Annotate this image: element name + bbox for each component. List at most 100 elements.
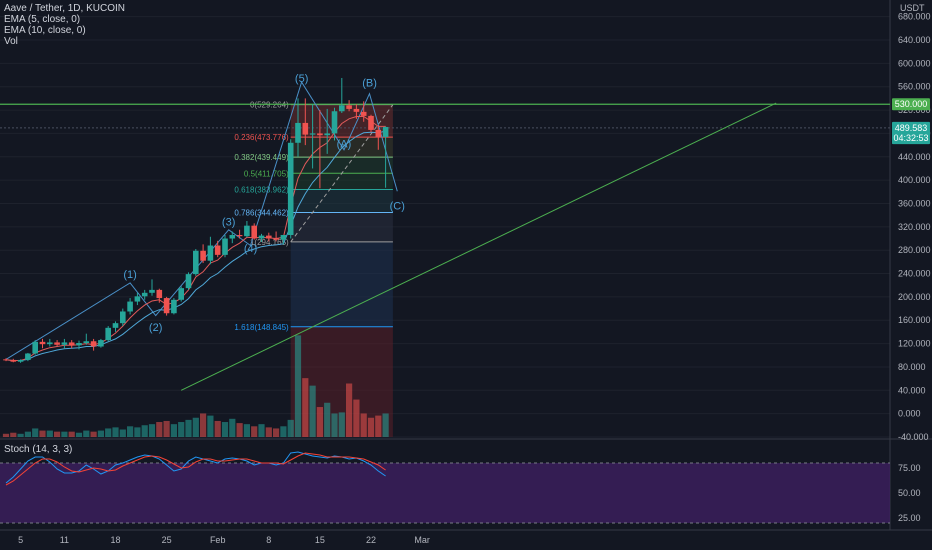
volume-bar (97, 430, 104, 437)
price-label-box (892, 132, 930, 145)
candle (25, 352, 31, 362)
price-label-box (892, 98, 930, 111)
candle (17, 359, 24, 363)
fib-zone (290, 157, 393, 174)
price-tick-label: 600.000 (898, 58, 931, 68)
candle-body (236, 235, 243, 237)
price-tick-label: 0.000 (898, 409, 921, 419)
candle (90, 338, 97, 351)
volume-bar (324, 402, 331, 437)
ema10-legend[interactable]: EMA (10, close, 0) (4, 25, 86, 36)
time-tick-label: 25 (162, 535, 172, 545)
volume-bar (68, 431, 75, 437)
candle-body (346, 105, 352, 109)
volume-legend[interactable]: Vol (4, 36, 18, 47)
candle (229, 231, 236, 244)
price-label-box (892, 121, 930, 134)
candle-body (229, 235, 236, 239)
candle-body (105, 327, 111, 341)
volume-bar (156, 422, 163, 437)
symbol-title[interactable]: Aave / Tether, 1D, KUCOIN (4, 3, 125, 14)
wave-label: (5) (295, 73, 308, 85)
candle-body (317, 133, 323, 136)
legend: Aave / Tether, 1D, KUCOIN EMA (5, close,… (4, 3, 125, 47)
candle-body (25, 353, 31, 360)
volume-bar (90, 431, 97, 437)
wave-labels: (1) (2) (3) (4) (5) (A) (B) (C) (123, 73, 405, 334)
candle-body (302, 122, 309, 135)
candle (193, 249, 199, 276)
price-tick-label: 560.000 (898, 82, 931, 92)
volume-bar (148, 424, 156, 437)
candle-body (10, 359, 17, 362)
price-label-text: 530.000 (895, 99, 928, 109)
candle (295, 98, 301, 157)
candle-body (200, 250, 206, 261)
candle-body (331, 111, 338, 134)
volume-bar (112, 427, 119, 437)
volume-bar (236, 423, 243, 437)
candle (54, 340, 60, 347)
candle-body (214, 245, 221, 255)
candles (3, 77, 389, 363)
fib-level-label: 0.236(473.776) (234, 133, 289, 142)
candle (98, 338, 104, 348)
volume-bar (39, 430, 46, 437)
volume-bar (192, 417, 199, 437)
stoch-legend[interactable]: Stoch (14, 3, 3) (4, 444, 73, 455)
candle (200, 244, 206, 264)
volume-bar (316, 407, 323, 437)
fib-level-label: 1.618(148.845) (234, 323, 289, 332)
volume-bar (251, 426, 258, 437)
candle-body (375, 129, 382, 137)
candle (127, 298, 133, 315)
ema5-legend[interactable]: EMA (5, close, 0) (4, 14, 81, 25)
candle-body (90, 341, 97, 347)
wave-label: (4) (244, 243, 257, 255)
candle (339, 77, 345, 113)
fib-trend-line (290, 104, 394, 243)
price-axis[interactable]: USDT680.000640.000600.000560.000520.0004… (892, 3, 931, 442)
volume-bar (243, 424, 250, 437)
wave-label: (1) (123, 269, 136, 281)
candle-body (273, 238, 279, 240)
candle-body (127, 301, 133, 312)
wave-label: (2) (149, 322, 162, 334)
volume-bar (280, 426, 287, 437)
candle-body (244, 225, 250, 237)
candle (236, 229, 243, 239)
price-tick-label: 40.000 (898, 385, 926, 395)
candle-body (185, 274, 192, 289)
candle (222, 235, 228, 258)
candle-body (68, 342, 75, 346)
candle-body (382, 127, 389, 137)
price-tick-label: 280.000 (898, 245, 931, 255)
volume-bar (287, 419, 294, 437)
price-tick-label: 440.000 (898, 152, 931, 162)
volume-bar (353, 399, 360, 437)
candle (324, 108, 330, 154)
candle (178, 286, 184, 302)
time-tick-label: 5 (18, 535, 23, 545)
price-tick-label: 320.000 (898, 222, 931, 232)
volume-bar (265, 427, 272, 437)
fib-level-label: 0.5(411.705) (244, 169, 289, 178)
volume-bar (24, 431, 31, 437)
fib-zone (290, 241, 393, 327)
currency-label: USDT (900, 3, 925, 13)
volume-bar (61, 431, 68, 437)
volume-bar (119, 429, 126, 437)
candle-body (32, 341, 38, 354)
time-axis[interactable]: 5 11 18 25 Feb 8 15 22 Mar (18, 535, 430, 545)
volume-bar (46, 430, 53, 437)
volume-bar (178, 422, 185, 437)
candle (360, 101, 367, 122)
candle-body (3, 359, 9, 361)
candle-body (17, 359, 24, 362)
time-tick-label: Feb (210, 535, 226, 545)
volume-bar (294, 335, 302, 437)
volume-bar (200, 413, 207, 437)
candle-body (76, 343, 82, 346)
price-tick-label: -40.000 (898, 432, 929, 442)
